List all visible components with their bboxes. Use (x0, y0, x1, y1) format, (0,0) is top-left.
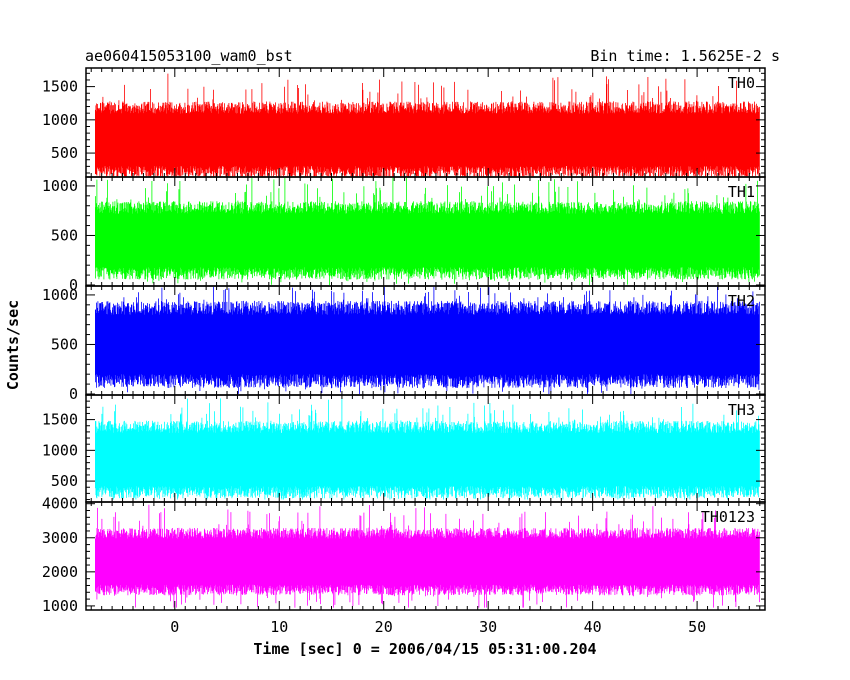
y-tick-label: 1000 (42, 177, 78, 195)
y-tick-label: 3000 (42, 529, 78, 547)
x-tick-label: 10 (270, 618, 288, 636)
y-tick-label: 0 (69, 276, 78, 294)
chart-title: ae060415053100_wam0_bst (85, 47, 293, 65)
panel-label-th0: TH0 (728, 74, 755, 92)
panel-label-th2: TH2 (728, 292, 755, 310)
x-tick-label: 50 (688, 618, 706, 636)
y-tick-label: 1000 (42, 441, 78, 459)
series-th0123-line (95, 504, 760, 608)
y-axis-label: Counts/sec (4, 300, 22, 390)
y-tick-label: 1500 (42, 78, 78, 96)
panel-label-th0123: TH0123 (701, 508, 755, 526)
y-tick-label: 500 (51, 335, 78, 353)
y-tick-label: 1500 (42, 411, 78, 429)
y-tick-label: 4000 (42, 495, 78, 513)
y-tick-label: 1000 (42, 111, 78, 129)
y-tick-label: 2000 (42, 563, 78, 581)
panel-label-th3: TH3 (728, 401, 755, 419)
x-tick-label: 40 (584, 618, 602, 636)
y-tick-label: 500 (51, 472, 78, 490)
y-tick-label: 500 (51, 144, 78, 162)
x-tick-label: 30 (479, 618, 497, 636)
panels-group: 500 1000 1500 TH0 0 500 1000 TH1 0 500 1000 TH2 500 1… (42, 67, 766, 615)
y-tick-label: 1000 (42, 597, 78, 615)
series-th2-line (95, 287, 760, 394)
x-axis: 0 10 20 30 40 50 (170, 618, 706, 636)
series-th0-line (95, 73, 760, 177)
y-tick-label: 0 (69, 385, 78, 403)
series-th3-line (95, 398, 760, 500)
panel-label-th1: TH1 (728, 183, 755, 201)
series-th1-line (95, 178, 760, 285)
y-tick-label: 1000 (42, 286, 78, 304)
panel-th0123: 1000 2000 3000 4000 TH0123 (42, 495, 766, 615)
x-tick-label: 0 (170, 618, 179, 636)
x-axis-label: Time [sec] 0 = 2006/04/15 05:31:00.204 (253, 640, 596, 658)
y-tick-label: 500 (51, 226, 78, 244)
bin-time-label: Bin time: 1.5625E-2 s (590, 47, 780, 65)
x-tick-label: 20 (375, 618, 393, 636)
